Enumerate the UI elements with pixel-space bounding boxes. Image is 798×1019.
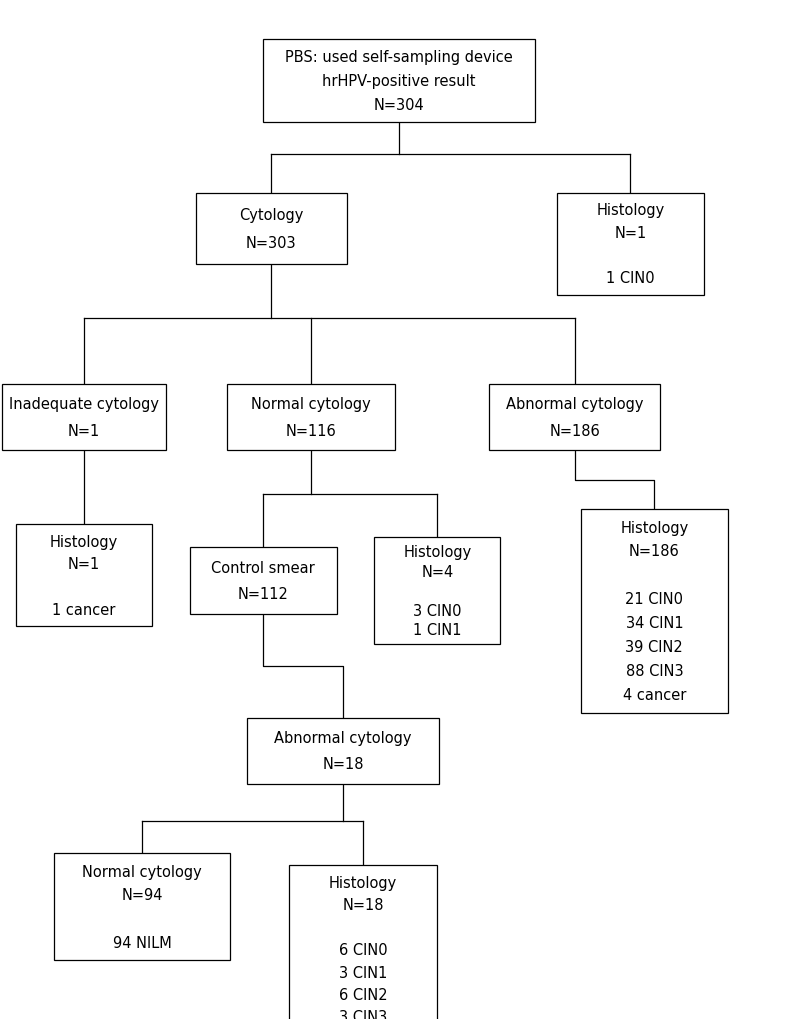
Text: N=4: N=4 [421, 565, 453, 579]
Text: Normal cytology: Normal cytology [82, 864, 202, 878]
Text: Inadequate cytology: Inadequate cytology [9, 397, 159, 412]
Text: N=112: N=112 [238, 587, 289, 601]
Text: Histology: Histology [403, 544, 472, 559]
Text: 4 cancer: 4 cancer [622, 688, 686, 703]
Text: N=186: N=186 [629, 544, 680, 559]
FancyBboxPatch shape [374, 538, 500, 644]
Text: Cytology: Cytology [239, 208, 303, 222]
Text: 21 CIN0: 21 CIN0 [626, 592, 683, 607]
Text: N=18: N=18 [322, 757, 364, 771]
Text: 6 CIN0: 6 CIN0 [339, 943, 387, 957]
Text: N=186: N=186 [549, 424, 600, 438]
FancyBboxPatch shape [2, 384, 165, 450]
Text: Histology: Histology [620, 520, 689, 535]
Text: N=1: N=1 [68, 557, 100, 572]
FancyBboxPatch shape [557, 194, 704, 296]
FancyBboxPatch shape [190, 548, 337, 613]
Text: N=18: N=18 [342, 898, 384, 912]
Text: N=1: N=1 [68, 424, 100, 438]
Text: Histology: Histology [49, 534, 118, 549]
Text: 3 CIN0: 3 CIN0 [413, 603, 461, 618]
Text: Abnormal cytology: Abnormal cytology [506, 397, 643, 412]
Text: N=1: N=1 [614, 226, 646, 240]
Text: 3 CIN1: 3 CIN1 [339, 965, 387, 979]
Text: PBS: used self-sampling device: PBS: used self-sampling device [285, 50, 513, 65]
Text: 88 CIN3: 88 CIN3 [626, 663, 683, 679]
FancyBboxPatch shape [263, 40, 535, 123]
Text: Abnormal cytology: Abnormal cytology [275, 731, 412, 745]
FancyBboxPatch shape [196, 194, 347, 265]
FancyBboxPatch shape [16, 525, 152, 627]
Text: 1 CIN0: 1 CIN0 [606, 271, 654, 286]
Text: 3 CIN3: 3 CIN3 [339, 1010, 387, 1019]
Text: Histology: Histology [596, 203, 665, 218]
FancyBboxPatch shape [488, 384, 660, 450]
Text: 34 CIN1: 34 CIN1 [626, 615, 683, 631]
Text: 1 cancer: 1 cancer [52, 602, 116, 618]
Text: 6 CIN2: 6 CIN2 [339, 987, 387, 1002]
Text: 39 CIN2: 39 CIN2 [626, 640, 683, 655]
FancyBboxPatch shape [247, 717, 439, 785]
Text: N=303: N=303 [246, 236, 297, 251]
Text: Histology: Histology [329, 875, 397, 890]
Text: Control smear: Control smear [211, 560, 315, 575]
Text: Normal cytology: Normal cytology [251, 397, 371, 412]
FancyBboxPatch shape [227, 384, 395, 450]
Text: N=304: N=304 [373, 98, 425, 113]
Text: hrHPV-positive result: hrHPV-positive result [322, 74, 476, 89]
FancyBboxPatch shape [290, 865, 437, 1019]
Text: N=94: N=94 [121, 888, 163, 903]
Text: 94 NILM: 94 NILM [113, 935, 172, 950]
FancyBboxPatch shape [580, 510, 728, 713]
Text: N=116: N=116 [286, 424, 337, 438]
Text: 1 CIN1: 1 CIN1 [413, 623, 461, 638]
FancyBboxPatch shape [54, 853, 230, 960]
